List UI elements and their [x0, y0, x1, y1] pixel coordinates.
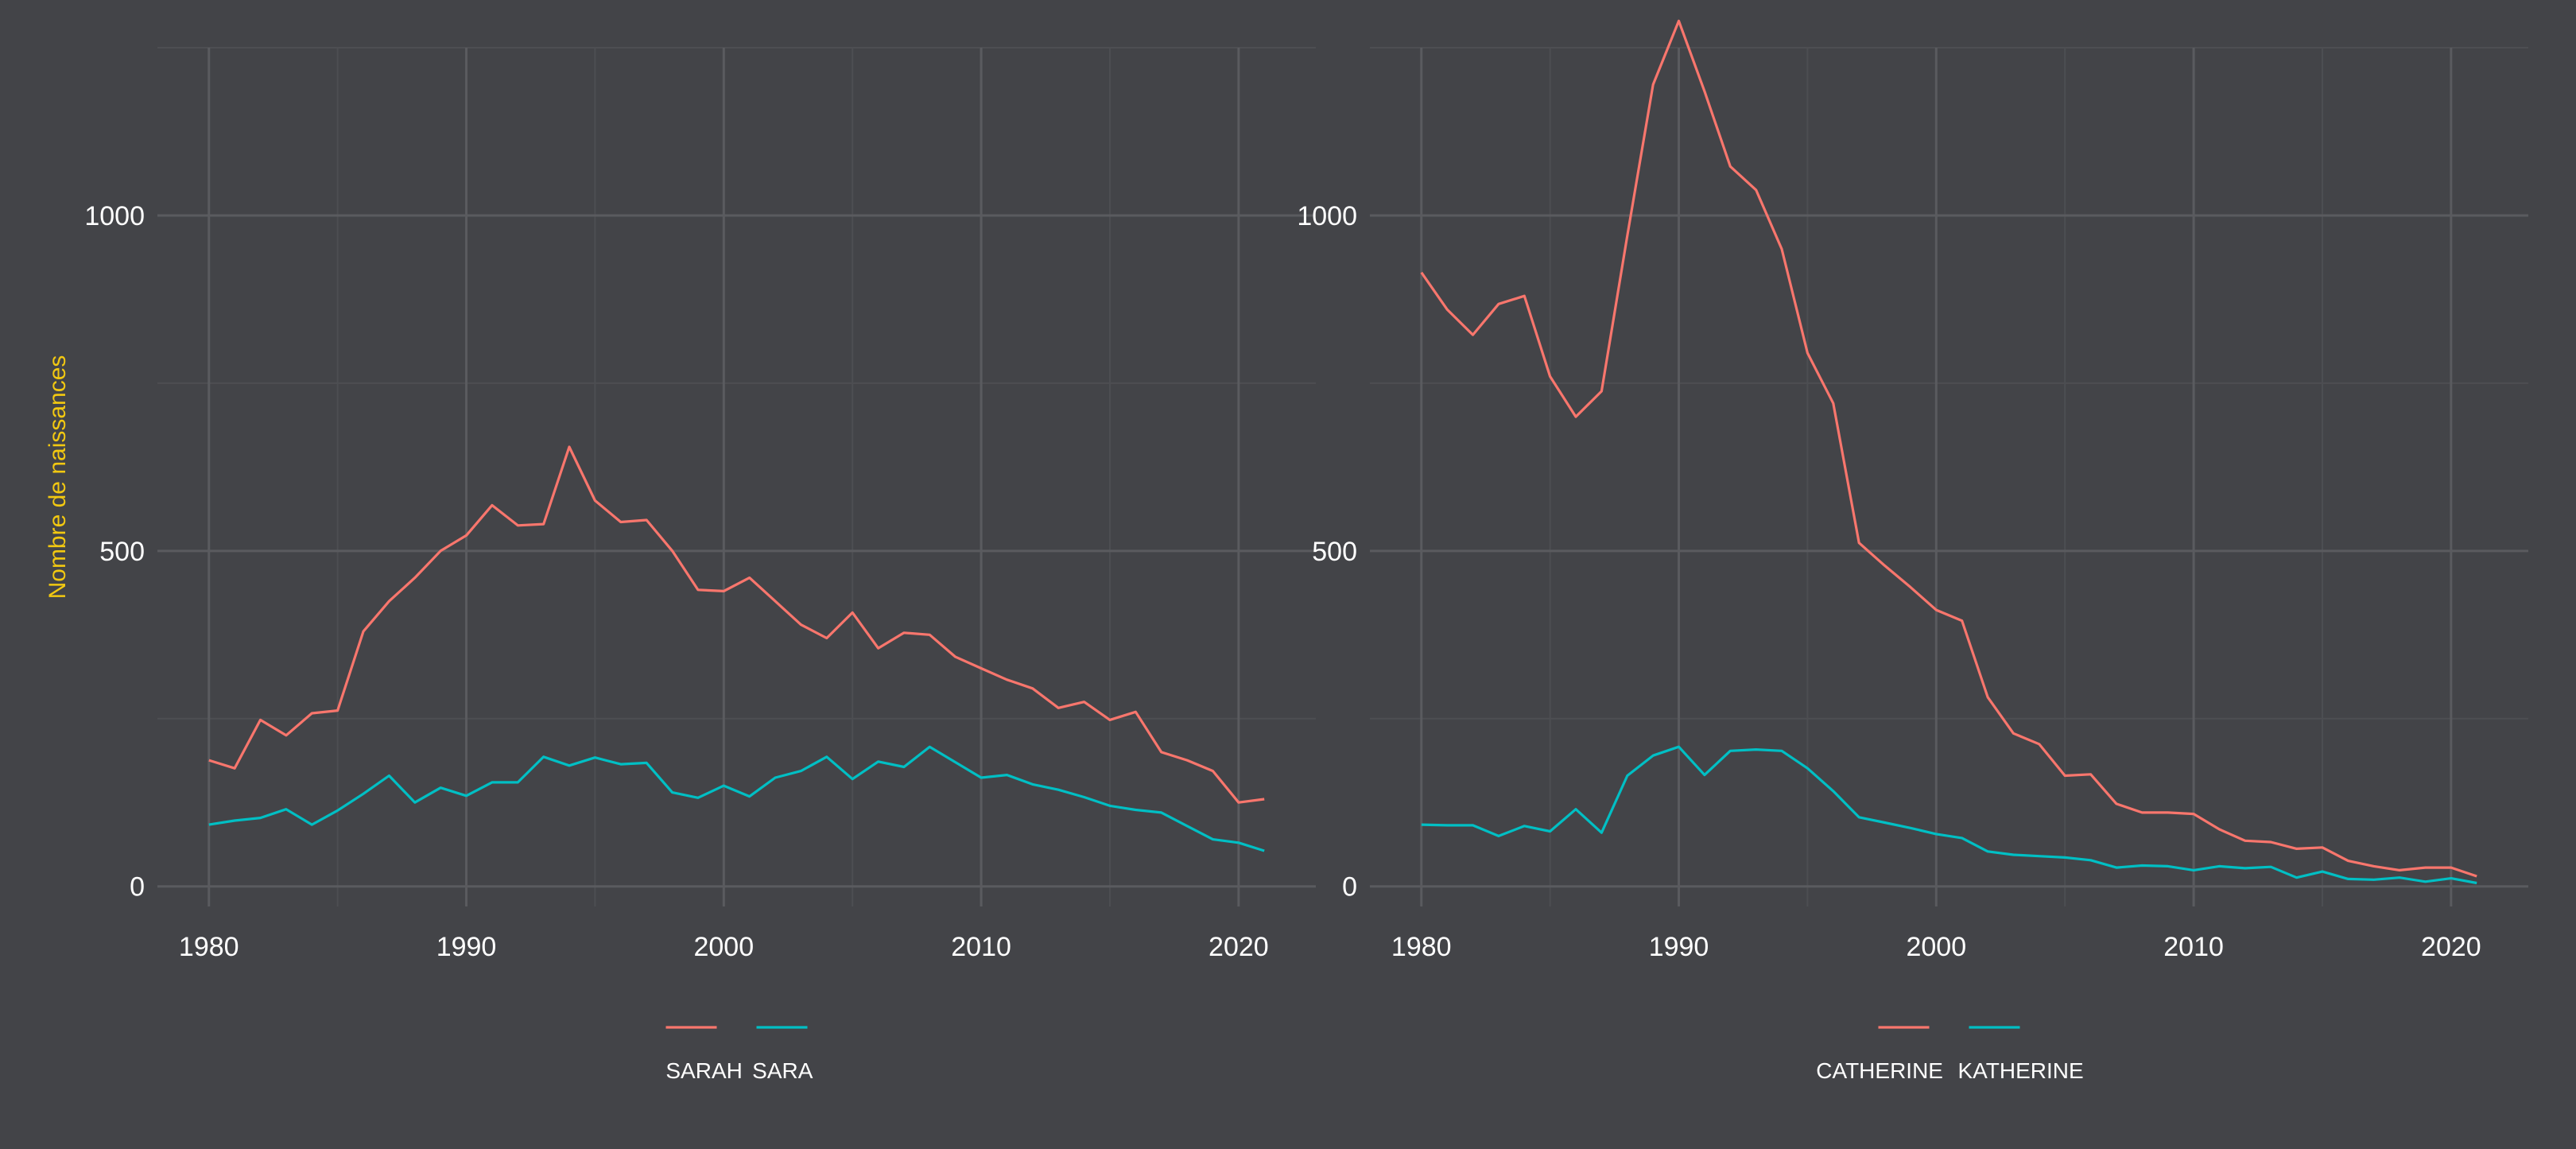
- panel-1: 1980 1990 2000 2010 2020 0 500 1000 Nombre de na…: [45, 47, 1316, 1083]
- x-tick-label: 1980: [179, 932, 239, 962]
- legend: SARAH SARA: [665, 1026, 813, 1083]
- series-line-katherine: [1421, 745, 2477, 885]
- x-tick-label: 2020: [2421, 932, 2481, 962]
- x-tick-label: 2000: [693, 932, 754, 962]
- y-tick-label: 1000: [1297, 201, 1357, 231]
- legend: CATHERINE KATHERINE: [1816, 1026, 2084, 1083]
- panel-2: 1980 1990 2000 2010 2020 0 500 1000 CATHERINE KAT…: [1297, 19, 2528, 1083]
- x-tick-label: 1980: [1391, 932, 1452, 962]
- legend-label-catherine: CATHERINE: [1816, 1058, 1943, 1083]
- x-tick-label: 1990: [436, 932, 497, 962]
- y-tick-label: 0: [130, 872, 145, 903]
- x-tick-label: 1990: [1649, 932, 1709, 962]
- x-tick-label: 2020: [1208, 932, 1269, 962]
- y-tick-label: 0: [1342, 872, 1357, 903]
- series-line-sarah: [208, 445, 1265, 804]
- x-tick-label: 2010: [2163, 932, 2224, 962]
- x-tick-label: 2000: [1906, 932, 1966, 962]
- legend-label-sara: SARA: [752, 1058, 813, 1083]
- legend-label-sarah: SARAH: [665, 1058, 742, 1083]
- legend-label-katherine: KATHERINE: [1958, 1058, 2084, 1083]
- series-line-sara: [208, 745, 1265, 852]
- series-line-catherine: [1420, 19, 2477, 878]
- y-tick-label: 1000: [84, 201, 145, 231]
- y-axis-title: Nombre de naissances: [45, 355, 71, 600]
- x-tick-label: 2010: [951, 932, 1011, 962]
- y-tick-label: 500: [1312, 537, 1357, 567]
- y-tick-label: 500: [99, 537, 145, 567]
